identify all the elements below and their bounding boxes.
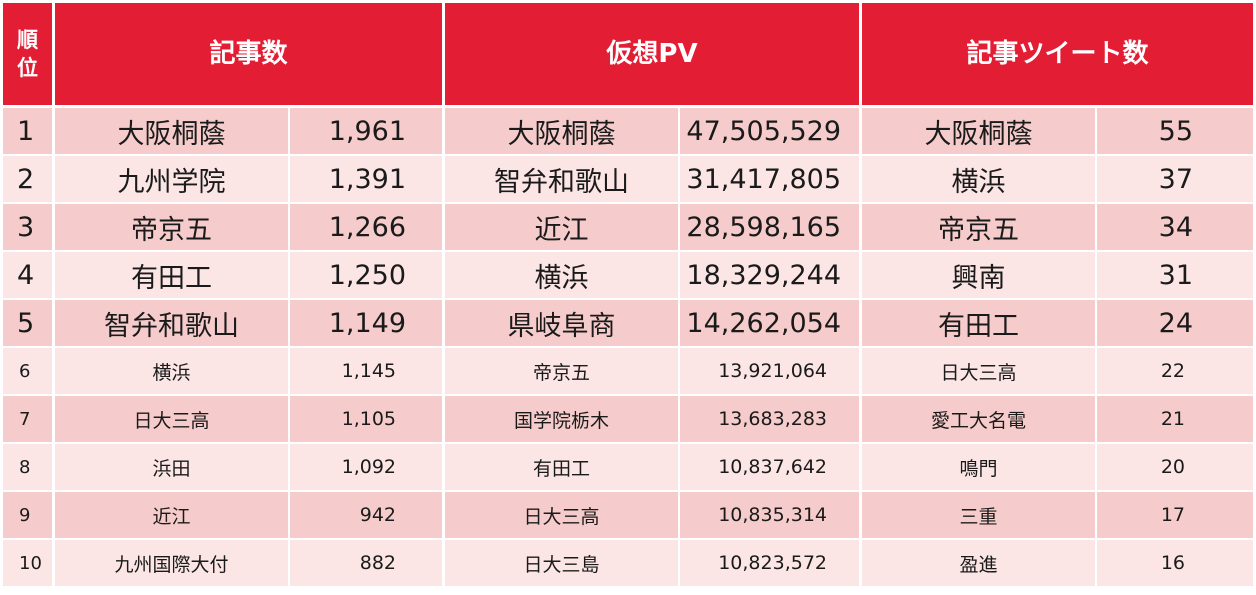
table-row: 3 帝京五 1,266 近江 28,598,165 帝京五 34 [3, 204, 1254, 252]
tweets-count-cell: 21 [1097, 396, 1254, 444]
rank-header: 順 位 [3, 3, 55, 108]
rank-cell: 10 [3, 540, 55, 588]
tweets-school-cell: 横浜 [862, 156, 1098, 204]
pv-school-cell: 智弁和歌山 [445, 156, 681, 204]
pv-school-cell: 近江 [445, 204, 681, 252]
table-row: 5 智弁和歌山 1,149 県岐阜商 14,262,054 有田工 24 [3, 300, 1254, 348]
tweets-count-cell: 31 [1097, 252, 1254, 300]
articles-school-cell: 近江 [55, 492, 290, 540]
tweets-school-cell: 鳴門 [862, 444, 1098, 492]
pv-header-label: 仮想PV [606, 38, 698, 69]
pv-school-cell: 国学院栃木 [445, 396, 681, 444]
rank-cell: 4 [3, 252, 55, 300]
articles-school-cell: 有田工 [55, 252, 290, 300]
pv-value-cell: 10,823,572 [680, 540, 863, 588]
articles-count-cell: 1,961 [290, 108, 446, 156]
pv-value-cell: 28,598,165 [680, 204, 863, 252]
pv-value-cell: 13,921,064 [680, 348, 863, 396]
rank-cell: 7 [3, 396, 55, 444]
articles-school-cell: 九州学院 [55, 156, 290, 204]
tweets-count-cell: 17 [1097, 492, 1254, 540]
table-row: 4 有田工 1,250 横浜 18,329,244 興南 31 [3, 252, 1254, 300]
tweets-count-cell: 55 [1097, 108, 1254, 156]
tweets-school-cell: 帝京五 [862, 204, 1098, 252]
articles-count-cell: 942 [290, 492, 446, 540]
table-row: 6 横浜 1,145 帝京五 13,921,064 日大三高 22 [3, 348, 1254, 396]
tweets-count-cell: 24 [1097, 300, 1254, 348]
rank-cell: 1 [3, 108, 55, 156]
tweets-count-cell: 20 [1097, 444, 1254, 492]
tweets-school-cell: 興南 [862, 252, 1098, 300]
rank-header-label: 順 位 [17, 28, 38, 80]
articles-school-cell: 帝京五 [55, 204, 290, 252]
table-row: 2 九州学院 1,391 智弁和歌山 31,417,805 横浜 37 [3, 156, 1254, 204]
articles-header-label: 記事数 [209, 38, 288, 69]
table-row: 7 日大三高 1,105 国学院栃木 13,683,283 愛工大名電 21 [3, 396, 1254, 444]
table-row: 8 浜田 1,092 有田工 10,837,642 鳴門 20 [3, 444, 1254, 492]
articles-school-cell: 浜田 [55, 444, 290, 492]
articles-school-cell: 九州国際大付 [55, 540, 290, 588]
pv-school-cell: 日大三高 [445, 492, 681, 540]
pv-school-cell: 帝京五 [445, 348, 681, 396]
tweets-count-cell: 22 [1097, 348, 1254, 396]
pv-value-cell: 13,683,283 [680, 396, 863, 444]
articles-count-cell: 1,105 [290, 396, 446, 444]
pv-header: 仮想PV [445, 3, 863, 108]
rank-cell: 3 [3, 204, 55, 252]
pv-value-cell: 10,835,314 [680, 492, 863, 540]
table-body: 1 大阪桐蔭 1,961 大阪桐蔭 47,505,529 大阪桐蔭 55 2 九州学院 1,391… [3, 108, 1254, 588]
pv-value-cell: 18,329,244 [680, 252, 863, 300]
tweets-count-cell: 16 [1097, 540, 1254, 588]
table-row: 10 九州国際大付 882 日大三島 10,823,572 盈進 16 [3, 540, 1254, 588]
header-row: 順 位 記事数 仮想PV 記事ツイート数 [3, 3, 1254, 108]
articles-count-cell: 1,391 [290, 156, 446, 204]
tweets-school-cell: 有田工 [862, 300, 1098, 348]
rank-cell: 5 [3, 300, 55, 348]
articles-count-cell: 1,250 [290, 252, 446, 300]
articles-header: 記事数 [55, 3, 446, 108]
tweets-header-label: 記事ツイート数 [966, 38, 1149, 69]
table-row: 9 近江 942 日大三高 10,835,314 三重 17 [3, 492, 1254, 540]
pv-value-cell: 14,262,054 [680, 300, 863, 348]
pv-school-cell: 日大三島 [445, 540, 681, 588]
tweets-school-cell: 愛工大名電 [862, 396, 1098, 444]
articles-school-cell: 大阪桐蔭 [55, 108, 290, 156]
table-row: 1 大阪桐蔭 1,961 大阪桐蔭 47,505,529 大阪桐蔭 55 [3, 108, 1254, 156]
ranking-table: 順 位 記事数 仮想PV 記事ツイート数 1 大阪桐蔭 1,961 大阪桐蔭 47,50… [3, 3, 1254, 588]
articles-count-cell: 1,092 [290, 444, 446, 492]
tweets-count-cell: 34 [1097, 204, 1254, 252]
rank-cell: 8 [3, 444, 55, 492]
tweets-school-cell: 大阪桐蔭 [862, 108, 1098, 156]
rank-cell: 6 [3, 348, 55, 396]
tweets-count-cell: 37 [1097, 156, 1254, 204]
articles-count-cell: 1,149 [290, 300, 446, 348]
pv-school-cell: 大阪桐蔭 [445, 108, 681, 156]
pv-school-cell: 県岐阜商 [445, 300, 681, 348]
tweets-school-cell: 盈進 [862, 540, 1098, 588]
articles-school-cell: 智弁和歌山 [55, 300, 290, 348]
articles-count-cell: 882 [290, 540, 446, 588]
pv-value-cell: 31,417,805 [680, 156, 863, 204]
articles-count-cell: 1,145 [290, 348, 446, 396]
articles-school-cell: 日大三高 [55, 396, 290, 444]
rank-cell: 2 [3, 156, 55, 204]
pv-school-cell: 横浜 [445, 252, 681, 300]
tweets-header: 記事ツイート数 [862, 3, 1254, 108]
pv-value-cell: 47,505,529 [680, 108, 863, 156]
pv-value-cell: 10,837,642 [680, 444, 863, 492]
articles-count-cell: 1,266 [290, 204, 446, 252]
tweets-school-cell: 日大三高 [862, 348, 1098, 396]
articles-school-cell: 横浜 [55, 348, 290, 396]
tweets-school-cell: 三重 [862, 492, 1098, 540]
rank-cell: 9 [3, 492, 55, 540]
pv-school-cell: 有田工 [445, 444, 681, 492]
